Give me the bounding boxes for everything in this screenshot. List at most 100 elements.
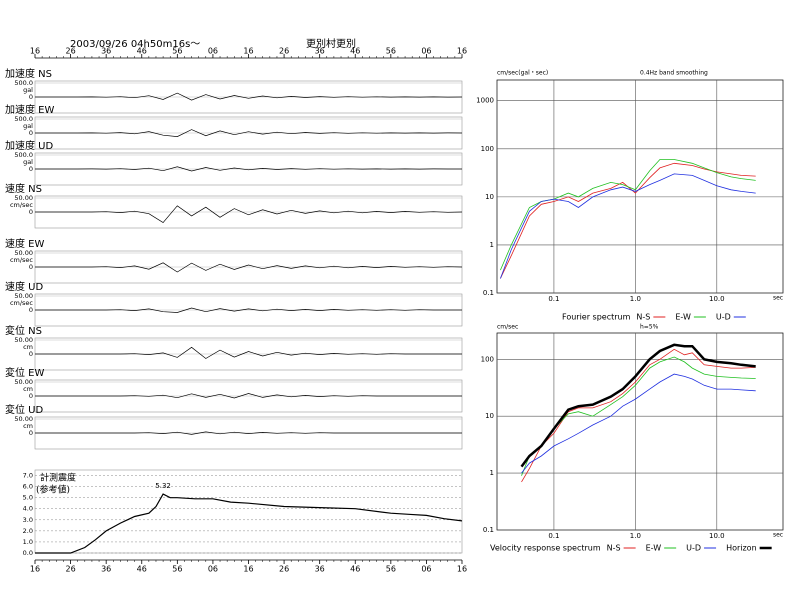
time-tick-label: 06 — [208, 47, 218, 56]
intensity-panel — [34, 469, 463, 554]
spectrum-line — [500, 159, 756, 271]
legend-label: E-W — [675, 313, 691, 322]
intensity-tick-label: 1.0 — [23, 538, 33, 546]
trace-tick-label: 500.0 — [14, 115, 33, 123]
peak-label: 5.32 — [155, 482, 171, 490]
time-tick-label: 16 — [30, 47, 40, 56]
x-tick-label: 0.1 — [548, 532, 559, 540]
time-tick-label: 06 — [208, 565, 218, 574]
y-tick-label: 0.1 — [483, 289, 494, 297]
trace-name: 加速度 EW — [5, 103, 54, 116]
x-tick-label: 10.0 — [709, 295, 725, 303]
y-tick-label: 10 — [485, 412, 494, 420]
trace-unit: cm — [23, 385, 33, 393]
trace-tick-label: 50.00 — [14, 378, 33, 386]
trace-unit: cm/sec — [10, 256, 33, 264]
x-tick-label: 1.0 — [630, 532, 641, 540]
trace-tick-label: 50.00 — [14, 249, 33, 257]
waveform — [35, 205, 463, 224]
time-tick-label: 36 — [315, 565, 325, 574]
y-tick-label: 1 — [490, 469, 494, 477]
legend-label: N-S — [607, 544, 621, 553]
time-tick-label: 56 — [386, 565, 396, 574]
y-tick-label: 0.1 — [483, 526, 494, 534]
fourier-xlabel: sec — [773, 295, 783, 302]
intensity-title: 計測震度 — [40, 472, 76, 484]
trace-unit: cm — [23, 343, 33, 351]
intensity-tick-label: 7.0 — [23, 472, 33, 480]
intensity-tick-label: 5.0 — [23, 494, 33, 502]
intensity-tick-label: 3.0 — [23, 516, 33, 524]
trace-tick-label: 0 — [29, 306, 33, 314]
time-tick-label: 56 — [386, 47, 396, 56]
y-tick-label: 1000 — [476, 97, 494, 105]
trace-name: 速度 NS — [5, 182, 42, 195]
time-tick-label: 26 — [279, 47, 289, 56]
time-tick-label: 56 — [172, 565, 182, 574]
time-tick-label: 36 — [101, 565, 111, 574]
time-tick-label: 46 — [350, 565, 360, 574]
time-tick-label: 16 — [243, 47, 253, 56]
station-name: 更別村更別 — [306, 37, 356, 50]
fourier-ylabel: cm/sec(gal・sec) — [497, 70, 548, 77]
trace-tick-label: 50.00 — [14, 415, 33, 423]
trace-unit: gal — [23, 158, 33, 166]
response-ylabel: cm/sec — [497, 324, 518, 331]
waveform — [35, 431, 462, 435]
spectrum-line — [500, 162, 756, 279]
trace-tick-label: 0 — [29, 129, 33, 137]
legend-label: U-D — [716, 313, 731, 322]
time-tick-label: 46 — [137, 565, 147, 574]
trace-unit: cm — [23, 422, 33, 430]
record-time: 2003/09/26 04h50m16s～ — [70, 39, 200, 50]
time-tick-label: 46 — [350, 47, 360, 56]
trace-tick-label: 0 — [29, 429, 33, 437]
time-tick-label: 36 — [315, 47, 325, 56]
trace-name: 変位 EW — [5, 366, 44, 379]
time-tick-label: 26 — [65, 565, 75, 574]
spectrum-line — [521, 373, 756, 474]
response-annotation: h=5% — [640, 324, 659, 331]
time-tick-label: 26 — [65, 47, 75, 56]
spectrum-line — [521, 348, 756, 483]
fourier-annotation: 0.4Hz band smoothing — [640, 70, 708, 77]
trace-tick-label: 50.00 — [14, 336, 33, 344]
trace-tick-label: 0 — [29, 350, 33, 358]
spectrum-panel — [496, 332, 784, 531]
time-tick-label: 16 — [30, 565, 40, 574]
intensity-tick-label: 0.0 — [23, 549, 33, 557]
trace-unit: gal — [23, 122, 33, 130]
trace-unit: cm/sec — [10, 299, 33, 307]
trace-name: 変位 UD — [5, 403, 43, 416]
trace-name: 加速度 NS — [5, 67, 52, 80]
x-tick-label: 1.0 — [630, 295, 641, 303]
spectrum-line — [500, 173, 756, 279]
legend-title: Fourier spectrum — [562, 313, 631, 322]
waveform — [35, 393, 462, 399]
waveform — [35, 262, 463, 273]
intensity-subtitle: (参考値) — [36, 484, 70, 496]
legend-label: Horizon — [726, 544, 757, 553]
time-tick-label: 16 — [457, 47, 467, 56]
x-tick-label: 10.0 — [709, 532, 725, 540]
legend-label: U-D — [686, 544, 701, 553]
time-tick-label: 06 — [421, 47, 431, 56]
response-xlabel: sec — [773, 532, 783, 539]
y-tick-label: 100 — [481, 145, 494, 153]
x-tick-label: 0.1 — [548, 295, 559, 303]
legend-title: Velocity response spectrum — [490, 544, 601, 553]
waveform — [35, 129, 463, 137]
waveform — [35, 346, 462, 359]
y-tick-label: 10 — [485, 193, 494, 201]
time-tick-label: 56 — [172, 47, 182, 56]
trace-tick-label: 0 — [29, 208, 33, 216]
waveform — [35, 92, 463, 101]
spectrum-line — [520, 343, 756, 468]
waveform — [35, 166, 462, 172]
waveform — [35, 307, 462, 313]
trace-tick-label: 0 — [29, 392, 33, 400]
trace-tick-label: 0 — [29, 263, 33, 271]
time-tick-label: 16 — [457, 565, 467, 574]
intensity-line — [35, 493, 463, 554]
